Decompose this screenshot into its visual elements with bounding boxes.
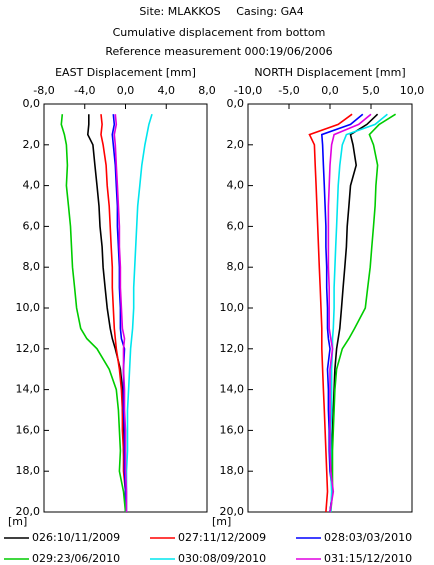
reference: Reference measurement 000:19/06/2006 — [105, 45, 332, 58]
series-line — [329, 113, 379, 513]
y-tick-label: 14,0 — [220, 383, 245, 396]
x-tick-label: -5,0 — [278, 84, 299, 97]
x-tick-label: 10,0 — [400, 84, 425, 97]
y-tick-label: 2,0 — [227, 138, 245, 151]
legend-label: 026:10/11/2009 — [32, 531, 120, 544]
y-tick-label: 6,0 — [227, 219, 245, 232]
legend-label: 028:03/03/2010 — [324, 531, 412, 544]
y-tick-label: 0,0 — [23, 97, 41, 110]
y-tick-label: 8,0 — [227, 260, 245, 273]
casing: Casing: GA4 — [236, 5, 303, 18]
x-tick-label: -8,0 — [33, 84, 54, 97]
y-tick-label: 20,0 — [16, 505, 41, 518]
series-line — [113, 114, 128, 512]
x-tick-label: 0,0 — [117, 84, 135, 97]
subtitle: Cumulative displacement from bottom — [113, 26, 326, 39]
x-tick-label: 4,0 — [158, 84, 176, 97]
y-tick-label: 16,0 — [220, 423, 245, 436]
x-tick-label: -10,0 — [234, 84, 262, 97]
panel-title: EAST Displacement [mm] — [55, 66, 196, 79]
y-tick-label: 4,0 — [23, 179, 41, 192]
site: Site: MLAKKOS — [139, 5, 220, 18]
y-axis-label: [m] — [212, 515, 231, 528]
y-tick-label: 14,0 — [16, 383, 41, 396]
y-tick-label: 10,0 — [220, 301, 245, 314]
series-line — [330, 113, 397, 513]
series-line — [327, 113, 372, 513]
y-tick-label: 4,0 — [227, 179, 245, 192]
y-tick-label: 18,0 — [220, 464, 245, 477]
x-tick-label: 5,0 — [362, 84, 380, 97]
y-tick-label: 10,0 — [16, 301, 41, 314]
y-axis-label: [m] — [8, 515, 27, 528]
series-line — [111, 114, 127, 512]
x-tick-label: 0,0 — [321, 84, 339, 97]
series-line — [60, 114, 127, 513]
y-tick-label: 20,0 — [220, 505, 245, 518]
x-tick-label: -4,0 — [74, 84, 95, 97]
legend-label: 027:11/12/2009 — [178, 531, 266, 544]
legend-label: 030:08/09/2010 — [178, 552, 266, 565]
series-line — [308, 113, 353, 513]
y-tick-label: 18,0 — [16, 464, 41, 477]
y-tick-label: 0,0 — [227, 97, 245, 110]
y-tick-label: 2,0 — [23, 138, 41, 151]
series-line — [100, 114, 127, 512]
legend-label: 031:15/12/2010 — [324, 552, 412, 565]
legend-label: 029:23/06/2010 — [32, 552, 120, 565]
y-tick-label: 12,0 — [16, 342, 41, 355]
series-line — [125, 113, 153, 512]
panel-title: NORTH Displacement [mm] — [254, 66, 405, 79]
y-tick-label: 16,0 — [16, 423, 41, 436]
x-tick-label: 8,0 — [198, 84, 216, 97]
y-tick-label: 8,0 — [23, 260, 41, 273]
y-tick-label: 12,0 — [220, 342, 245, 355]
y-tick-label: 6,0 — [23, 219, 41, 232]
